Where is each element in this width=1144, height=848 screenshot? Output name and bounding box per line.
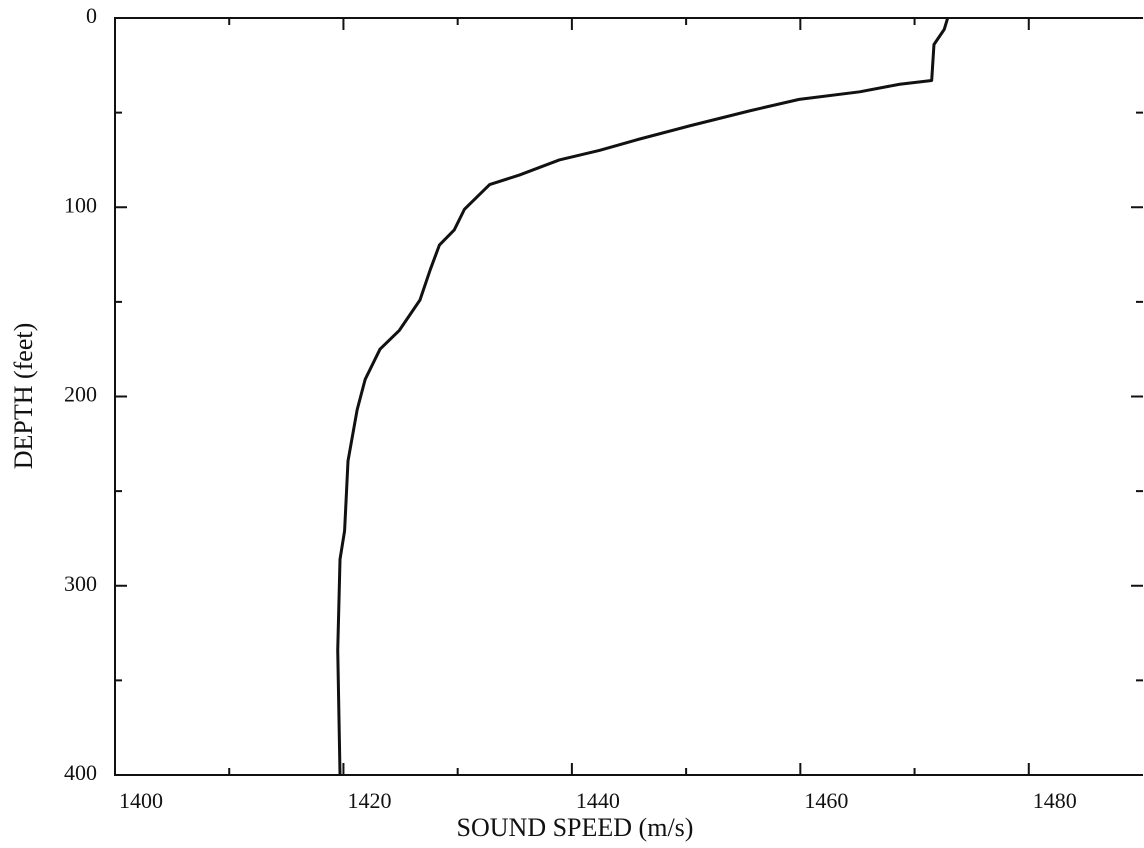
x-tick-label: 1420 [347,788,391,813]
axis-frame [114,17,1143,776]
x-tick-label: 1440 [576,788,620,813]
x-tick-label: 1400 [119,788,163,813]
y-tick-label: 400 [64,760,97,785]
x-axis-label: SOUND SPEED (m/s) [457,813,694,842]
y-tick-label: 300 [64,571,97,596]
profile-line [336,17,950,776]
x-tick-label: 1460 [804,788,848,813]
y-tick-label: 0 [86,3,97,28]
y-axis-label: DEPTH (feet) [9,323,38,470]
x-tick-label: 1480 [1033,788,1077,813]
y-tick-label: 200 [64,382,97,407]
y-tick-label: 100 [64,192,97,217]
